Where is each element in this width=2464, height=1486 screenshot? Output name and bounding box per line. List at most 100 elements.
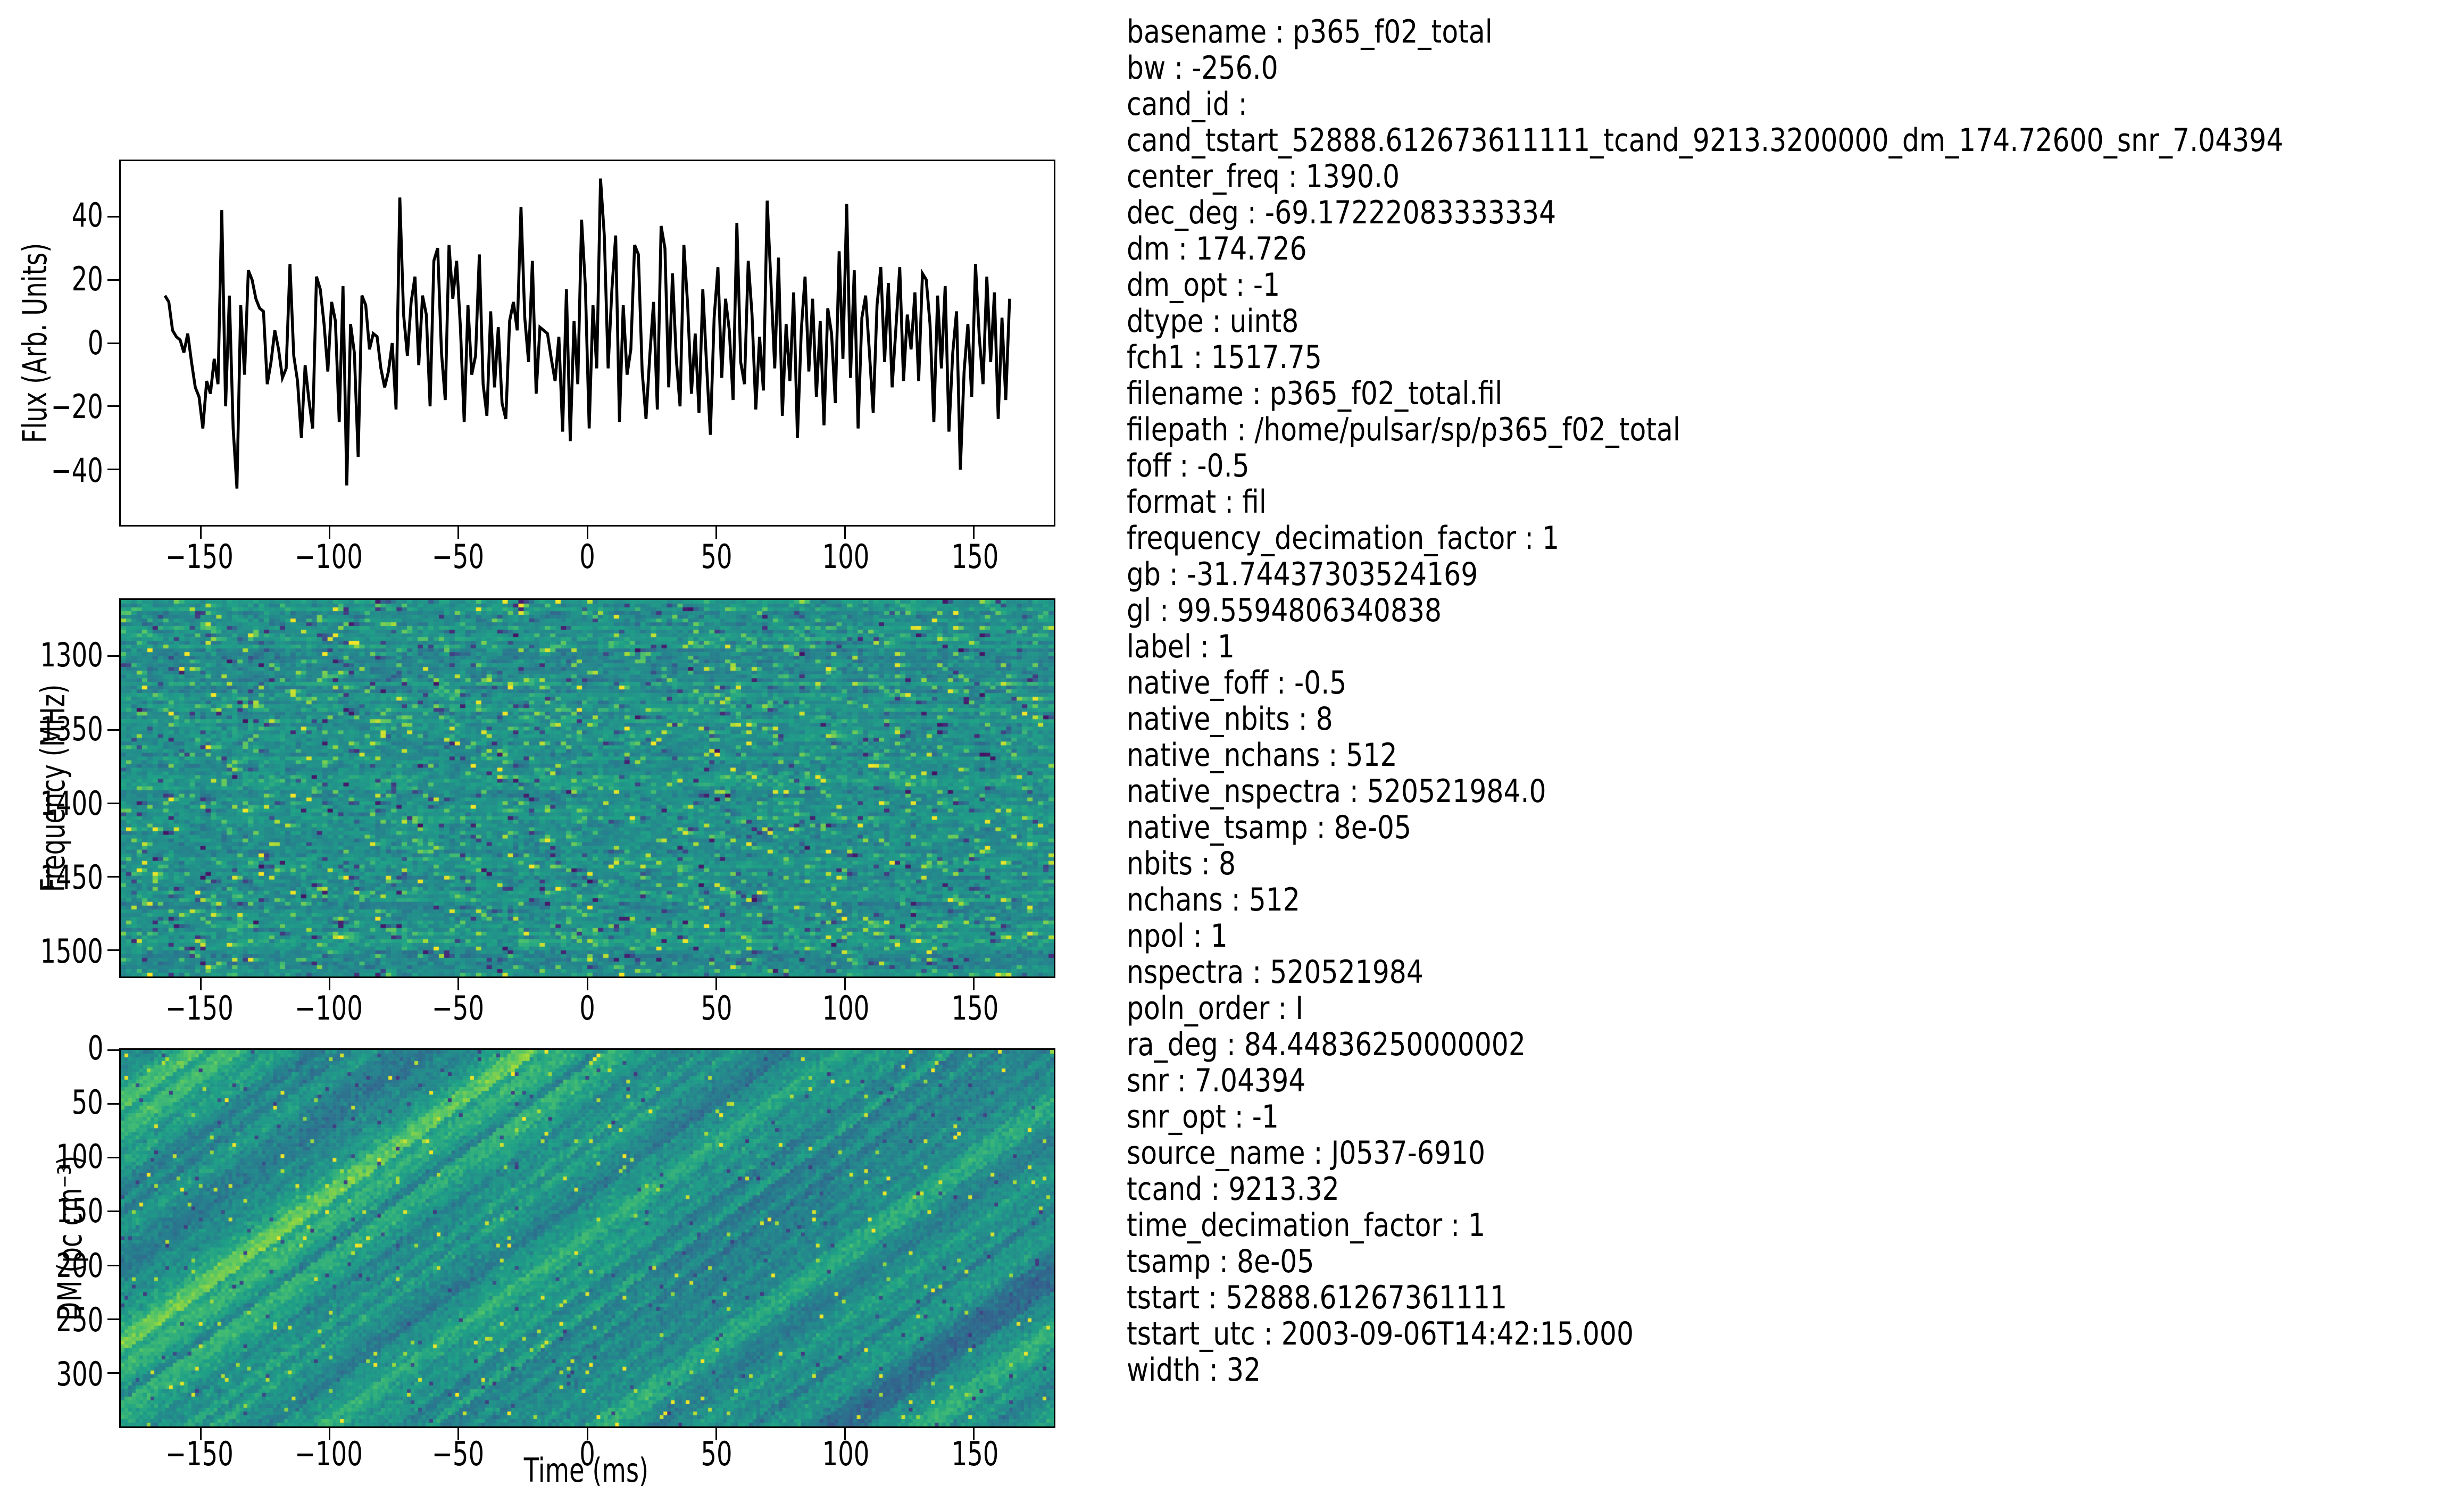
- x-tick-mark: [715, 976, 717, 990]
- metadata-line: center_freq : 1390.0: [1127, 158, 1400, 195]
- metadata-line: tsamp : 8e-05: [1127, 1243, 1314, 1280]
- x-tick-label: 100: [822, 1434, 870, 1473]
- x-tick-label: −100: [294, 989, 363, 1028]
- y-tick-label-text: 100: [56, 1137, 103, 1176]
- y-tick-mark: [107, 1372, 119, 1374]
- x-tick-mark: [199, 1426, 202, 1440]
- x-tick-label: 50: [701, 989, 732, 1028]
- dm-y-axis-label: DM (pc cm⁻³): [51, 1155, 89, 1321]
- x-tick-mark: [973, 1426, 975, 1440]
- x-tick-mark: [844, 1426, 846, 1440]
- x-tick-label: −150: [165, 1434, 234, 1473]
- freq-ytick-labels: 1300 1350 1400 1450 1500: [0, 598, 103, 978]
- metadata-line: basename : p365_f02_total: [1127, 13, 1493, 51]
- x-tick-label: 150: [951, 1434, 999, 1473]
- y-tick-label-text: 1300: [40, 635, 103, 674]
- y-tick-label: 300: [0, 1354, 103, 1393]
- flux-y-axis-label: Flux (Arb. Units): [15, 243, 54, 444]
- x-tick-mark: [199, 976, 202, 990]
- x-tick-mark: [844, 525, 846, 539]
- metadata-line: native_tsamp : 8e-05: [1127, 809, 1412, 846]
- y-tick-label: 0: [0, 327, 103, 360]
- y-tick-label: 0: [0, 1032, 103, 1065]
- y-tick-mark: [107, 1157, 119, 1159]
- metadata-line: native_nspectra : 520521984.0: [1127, 773, 1546, 810]
- x-tick-label: 150: [951, 989, 999, 1028]
- y-tick-mark: [107, 215, 119, 218]
- metadata-line: dtype : uint8: [1127, 303, 1299, 340]
- y-tick-label: 150: [0, 1195, 103, 1228]
- x-tick-mark: [715, 1426, 717, 1440]
- y-tick-label-text: 50: [71, 1083, 103, 1122]
- x-tick-label: 50: [701, 1434, 732, 1473]
- metadata-line: tcand : 9213.32: [1127, 1171, 1339, 1208]
- y-tick-label-text: 200: [56, 1246, 103, 1285]
- x-tick-mark: [328, 525, 330, 539]
- y-tick-mark: [107, 729, 119, 731]
- y-tick-label: 200: [0, 1249, 103, 1282]
- metadata-line: native_nchans : 512: [1127, 737, 1397, 774]
- metadata-line: nbits : 8: [1127, 845, 1236, 882]
- dm-xtick-labels: −150 −100 −50 0 50 100 150: [119, 1438, 1055, 1471]
- y-tick-label: 20: [0, 263, 103, 296]
- metadata-line: native_foff : -0.5: [1127, 664, 1347, 702]
- x-tick-mark: [328, 1426, 330, 1440]
- y-tick-label-text: 0: [87, 1029, 103, 1067]
- y-tick-label-text: 20: [71, 260, 103, 298]
- y-tick-mark: [107, 1318, 119, 1320]
- y-tick-mark: [107, 949, 119, 951]
- y-tick-label-text: −40: [51, 451, 103, 490]
- x-tick-mark: [586, 976, 588, 990]
- metadata-line: nspectra : 520521984: [1127, 954, 1424, 991]
- y-tick-label-text: −20: [51, 387, 103, 426]
- metadata-line: dm_opt : -1: [1127, 266, 1280, 304]
- x-tick-mark: [586, 1426, 588, 1440]
- metadata-line: nchans : 512: [1127, 881, 1300, 919]
- x-tick-label: 100: [822, 537, 870, 576]
- x-tick-label: −50: [431, 1434, 484, 1473]
- y-tick-mark: [107, 1049, 119, 1051]
- y-tick-label-text: 300: [56, 1354, 103, 1393]
- metadata-line: bw : -256.0: [1127, 49, 1278, 87]
- x-tick-label: −150: [165, 989, 234, 1028]
- y-tick-label: 100: [0, 1140, 103, 1173]
- x-tick-mark: [328, 976, 330, 990]
- x-tick-mark: [199, 525, 202, 539]
- dm-time-heatmap: [121, 1050, 1054, 1426]
- metadata-line: foff : -0.5: [1127, 447, 1250, 485]
- metadata-line: filename : p365_f02_total.fil: [1127, 375, 1503, 412]
- metadata-line: tstart : 52888.61267361111: [1127, 1279, 1508, 1316]
- dm-ytick-labels: 0 50 100 150 200 250 300: [0, 1032, 103, 1428]
- metadata-line: source_name : J0537-6910: [1127, 1134, 1486, 1172]
- metadata-line: gl : 99.5594806340838: [1127, 592, 1442, 629]
- time-x-axis-label: Time (ms): [523, 1451, 649, 1486]
- x-tick-label: 0: [579, 989, 595, 1028]
- metadata-line: label : 1: [1127, 628, 1235, 665]
- y-tick-label-text: 0: [87, 323, 103, 362]
- metadata-line: dec_deg : -69.17222083333334: [1127, 194, 1556, 231]
- y-tick-label-text: 1450: [40, 858, 103, 897]
- x-tick-label: 150: [951, 537, 999, 576]
- y-tick-label-text: 150: [56, 1191, 103, 1231]
- x-tick-label: −100: [294, 537, 363, 576]
- x-tick-label: −50: [431, 537, 484, 576]
- y-tick-label: −20: [0, 390, 103, 423]
- metadata-line: poln_order : I: [1127, 990, 1304, 1027]
- y-tick-mark: [107, 655, 119, 657]
- x-tick-mark: [973, 976, 975, 990]
- x-tick-mark: [973, 525, 975, 539]
- y-tick-mark: [107, 1210, 119, 1213]
- y-tick-mark: [107, 342, 119, 344]
- y-tick-label-text: 250: [56, 1300, 103, 1339]
- y-tick-label: 250: [0, 1300, 103, 1339]
- freq-xtick-labels: −150 −100 −50 0 50 100 150: [119, 992, 1055, 1025]
- x-tick-mark: [457, 976, 460, 990]
- flux-xtick-labels: −150 −100 −50 0 50 100 150: [119, 540, 1055, 573]
- x-tick-mark: [457, 1426, 460, 1440]
- dm-time-plot: [107, 1048, 1055, 1440]
- flux-polyline: [163, 178, 1011, 489]
- metadata-line: ra_deg : 84.44836250000002: [1127, 1026, 1526, 1063]
- x-tick-mark: [715, 525, 717, 539]
- y-tick-label: 1350: [0, 713, 103, 746]
- y-tick-label: 50: [0, 1086, 103, 1119]
